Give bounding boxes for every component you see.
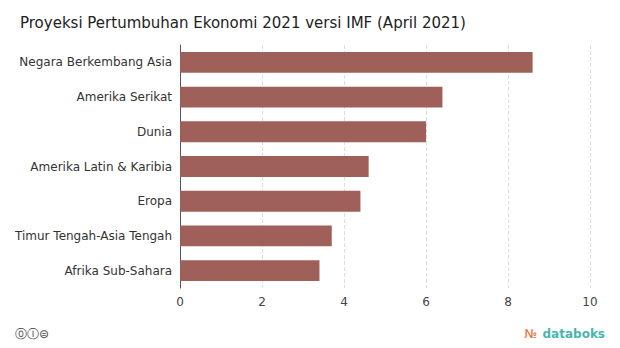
svg-text:Amerika Serikat: Amerika Serikat [77,90,173,104]
svg-text:Proyeksi Pertumbuhan Ekonomi 2: Proyeksi Pertumbuhan Ekonomi 2021 versi … [20,14,466,32]
svg-text:4: 4 [340,295,348,309]
svg-text:6: 6 [422,295,430,309]
svg-text:Negara Berkembang Asia: Negara Berkembang Asia [19,55,172,69]
svg-text:8: 8 [504,295,512,309]
svg-text:Afrika Sub-Sahara: Afrika Sub-Sahara [64,264,172,278]
svg-text:2: 2 [258,295,266,309]
svg-text:Timur Tengah-Asia Tengah: Timur Tengah-Asia Tengah [14,229,172,243]
svg-text:⓪Ⓘ⊜: ⓪Ⓘ⊜ [15,327,49,341]
svg-text:0: 0 [176,295,184,309]
svg-text:10: 10 [582,295,597,309]
svg-text:Eropa: Eropa [137,194,172,208]
svg-text:№: № [525,327,537,341]
svg-text:databoks: databoks [543,327,605,341]
svg-text:Amerika Latin & Karibia: Amerika Latin & Karibia [30,160,172,174]
svg-text:Dunia: Dunia [137,125,172,139]
